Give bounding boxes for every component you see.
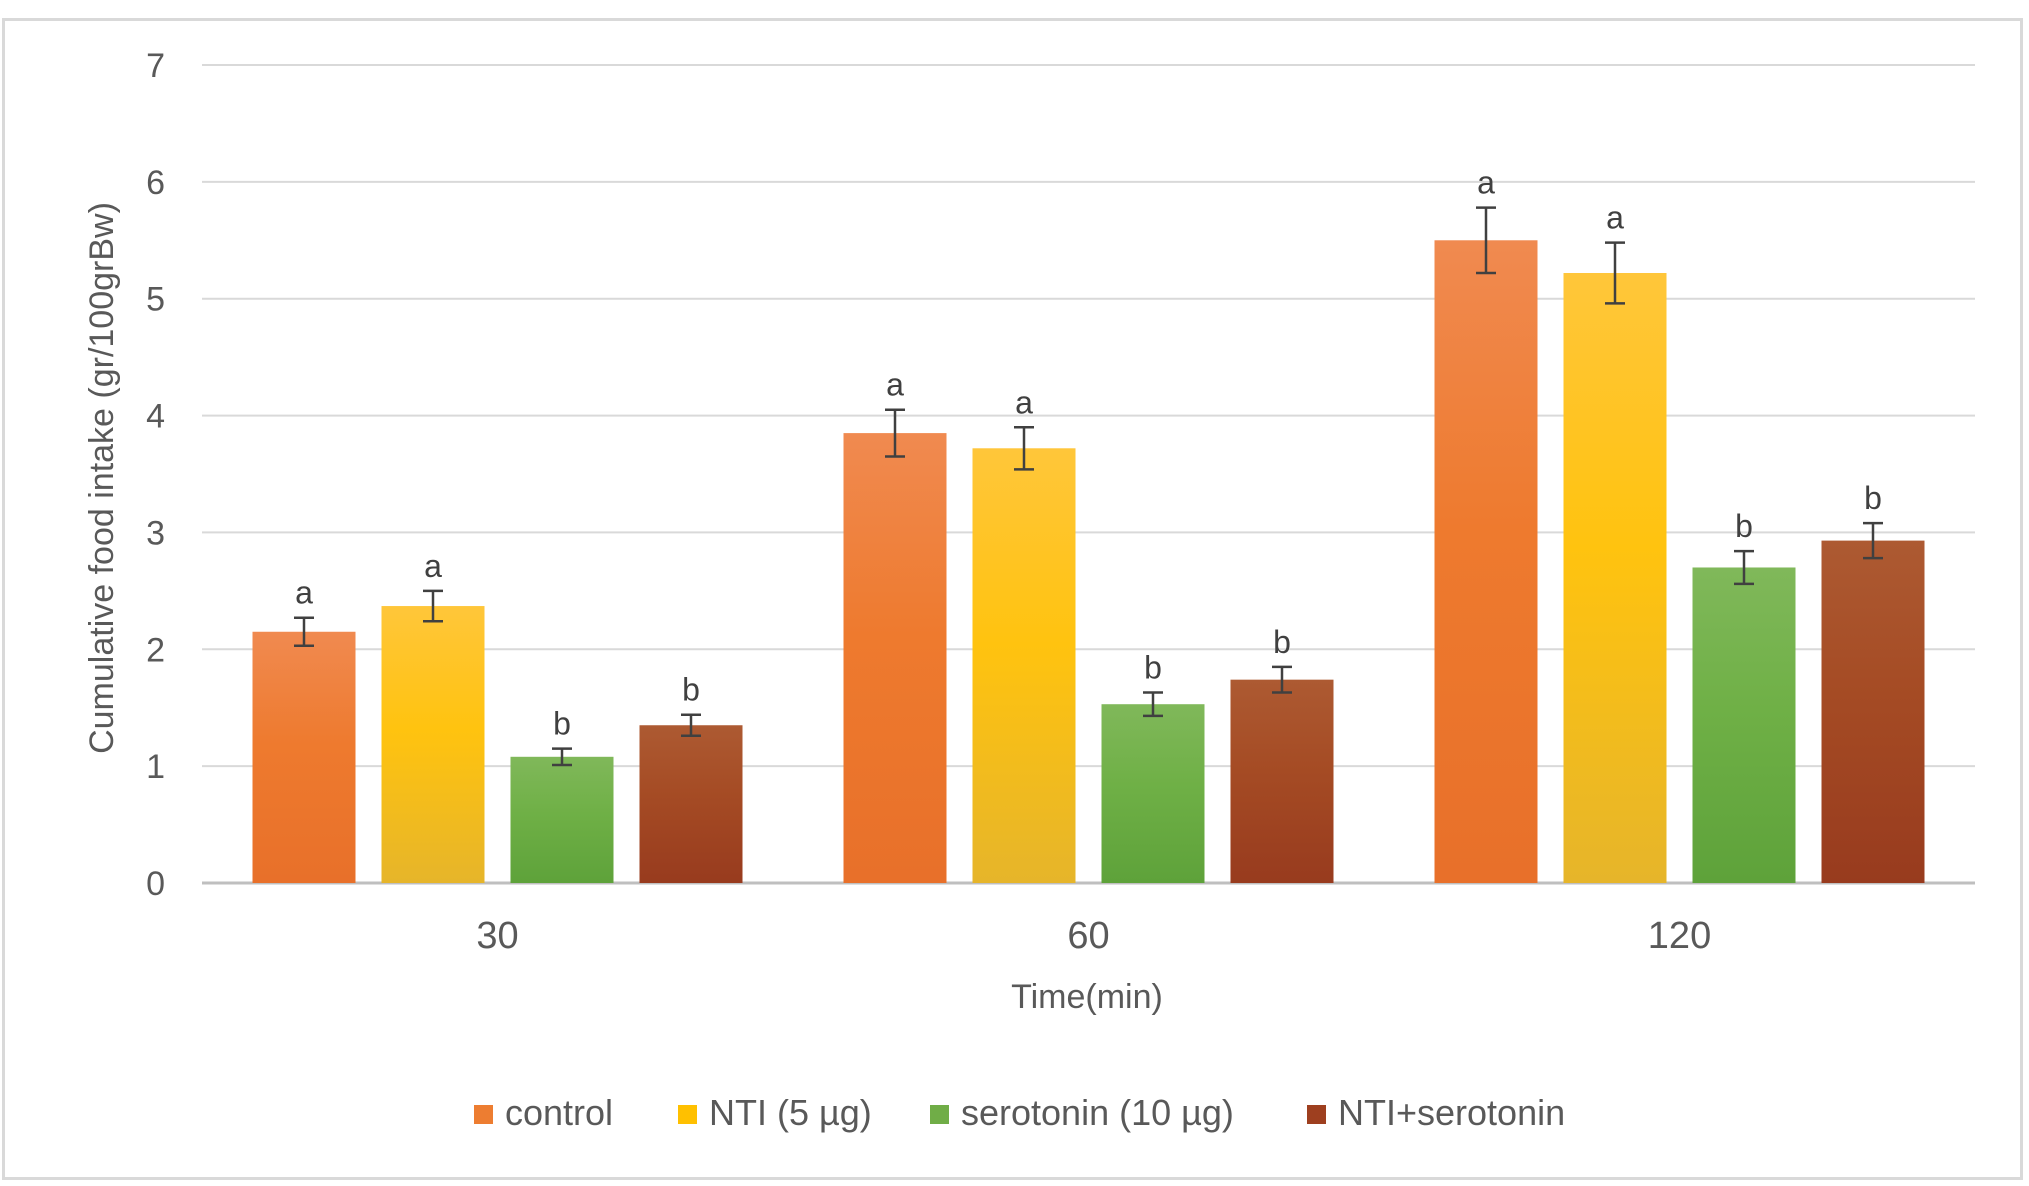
error-bar	[1734, 549, 1754, 586]
y-axis-ticks: 0 1 2 3 4 5 6 7	[146, 47, 165, 903]
x-axis-categories: 30 60 120	[476, 915, 1711, 957]
significance-label: a	[886, 367, 904, 403]
y-tick-label: 2	[146, 631, 165, 669]
bar	[1101, 704, 1205, 883]
bar	[843, 433, 947, 883]
legend-label: serotonin (10 µg)	[961, 1092, 1234, 1133]
bar	[1563, 273, 1667, 883]
x-tick-label: 30	[476, 915, 518, 957]
error-bar	[681, 713, 701, 738]
significance-label: a	[1606, 200, 1624, 236]
legend-label: NTI+serotonin	[1338, 1092, 1565, 1133]
y-tick-label: 1	[146, 748, 165, 786]
error-bar	[1863, 521, 1883, 560]
legend-item: NTI+serotonin	[1307, 1092, 1565, 1133]
significance-label: b	[1735, 508, 1753, 544]
y-axis-title: Cumulative food intake (gr/100grBw)	[83, 202, 121, 754]
y-tick-label: 7	[146, 47, 165, 85]
significance-label: b	[682, 672, 700, 708]
error-bar	[1605, 241, 1625, 305]
legend-item: serotonin (10 µg)	[930, 1092, 1234, 1133]
legend-item: control	[474, 1092, 613, 1133]
y-tick-label: 5	[146, 281, 165, 319]
bar	[252, 631, 356, 883]
significance-label: b	[1864, 480, 1882, 516]
bar	[639, 725, 743, 883]
error-bar	[294, 616, 314, 648]
significance-label: a	[1015, 384, 1033, 420]
error-bar	[885, 408, 905, 458]
significance-label: b	[1144, 650, 1162, 686]
legend-label: control	[505, 1092, 613, 1133]
error-bar	[552, 747, 572, 767]
x-axis-title: Time(min)	[1011, 978, 1163, 1016]
gridlines	[202, 64, 1975, 885]
y-tick-label: 0	[146, 865, 165, 903]
significance-label: a	[1477, 165, 1495, 201]
significance-label: a	[424, 548, 442, 584]
significance-label: a	[295, 575, 313, 611]
bar	[972, 448, 1076, 883]
significance-label: b	[553, 706, 571, 742]
error-bar	[1014, 426, 1034, 471]
error-bar	[1476, 206, 1496, 275]
y-tick-label: 4	[146, 398, 165, 436]
legend-label: NTI (5 µg)	[709, 1092, 872, 1133]
x-tick-label: 60	[1067, 915, 1109, 957]
legend-item: NTI (5 µg)	[678, 1092, 872, 1133]
y-tick-label: 6	[146, 164, 165, 202]
legend-swatch	[678, 1105, 697, 1124]
x-tick-label: 120	[1648, 915, 1711, 957]
bar	[381, 606, 485, 883]
bar	[1821, 540, 1925, 883]
bar	[1230, 679, 1334, 883]
legend-swatch	[474, 1105, 493, 1124]
legend-swatch	[1307, 1105, 1326, 1124]
legend-swatch	[930, 1105, 949, 1124]
y-tick-label: 3	[146, 514, 165, 552]
significance-label: b	[1273, 624, 1291, 660]
bar	[510, 756, 614, 883]
bars: a a b b a a b b a a b b	[252, 165, 1925, 884]
error-bar	[423, 589, 443, 623]
legend: control NTI (5 µg) serotonin (10 µg) NTI+se…	[474, 1092, 1565, 1133]
error-bar	[1143, 691, 1163, 718]
error-bar	[1272, 665, 1292, 694]
bar	[1434, 240, 1538, 884]
bar	[1692, 567, 1796, 883]
